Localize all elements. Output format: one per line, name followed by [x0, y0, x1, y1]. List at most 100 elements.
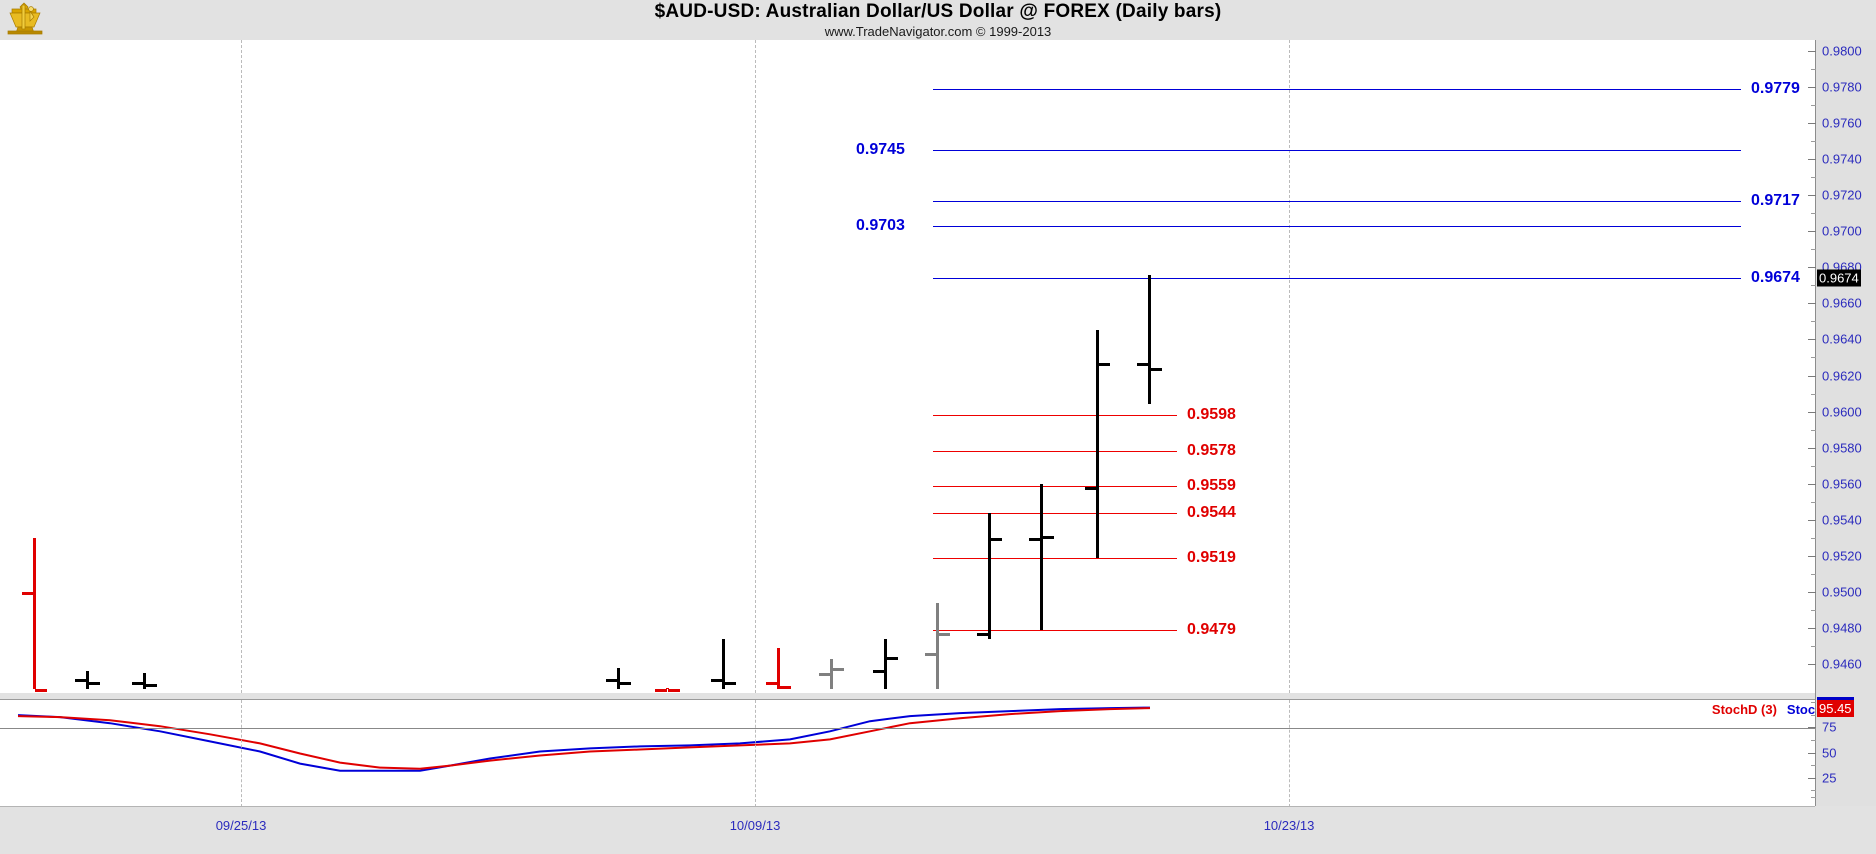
price-axis-tick [1808, 375, 1816, 377]
price-axis-tick [1808, 303, 1816, 305]
price-axis-tick [1808, 519, 1816, 521]
chart-subtitle: www.TradeNavigator.com © 1999-2013 [824, 24, 1052, 39]
support-line[interactable] [933, 629, 1177, 631]
stochastic-axis-label: 75 [1822, 719, 1837, 735]
ohlc-close-tick [668, 689, 680, 693]
grid-line-vertical [241, 40, 242, 693]
price-axis-minor-tick [1811, 141, 1816, 143]
value-axis[interactable]: 0.9800 0.9780 0.9760 0.9740 0.9720 0.9700 0.96… [1808, 40, 1876, 806]
resistance-level-label: 0.9674 [1751, 269, 1800, 287]
ohlc-close-tick [619, 682, 631, 686]
ohlc-high-low [33, 537, 36, 690]
ohlc-open-tick [1085, 487, 1097, 491]
resistance-line[interactable] [933, 88, 1741, 90]
support-level-label: 0.9544 [1187, 503, 1236, 521]
stochastic-axis-minor-tick [1811, 702, 1816, 703]
price-axis-minor-tick [1811, 465, 1816, 467]
ohlc-high-low [830, 658, 833, 690]
ohlc-open-tick [925, 653, 937, 657]
stochastic-axis-label: 50 [1822, 745, 1837, 760]
grid-line-vertical [241, 700, 242, 807]
stochastic-axis-label: 25 [1822, 770, 1837, 786]
price-axis-tick [1808, 159, 1816, 161]
stochastic-axis-tick [1808, 752, 1816, 754]
price-axis-label: 0.9640 [1822, 331, 1862, 347]
date-axis[interactable] [0, 806, 1876, 854]
ohlc-close-tick [145, 683, 157, 687]
stochastic-level-line [0, 728, 1815, 729]
date-axis-label: 10/23/13 [1263, 818, 1315, 833]
current-price-badge: 0.9674 [1817, 269, 1861, 287]
chart-header: $AUD-USD: Australian Dollar/US Dollar @ … [0, 0, 1876, 40]
ohlc-close-tick [832, 667, 844, 671]
ohlc-open-tick [75, 678, 87, 682]
support-level-label: 0.9578 [1187, 442, 1236, 460]
price-axis-label: 0.9460 [1822, 656, 1862, 672]
ohlc-close-tick [990, 537, 1002, 541]
ohlc-open-tick [606, 678, 618, 682]
price-axis-minor-tick [1811, 501, 1816, 503]
price-axis-tick [1808, 50, 1816, 52]
price-axis-label: 0.9500 [1822, 584, 1862, 600]
price-axis-tick [1808, 664, 1816, 666]
support-line[interactable] [933, 557, 1177, 559]
ohlc-open-tick [873, 669, 885, 673]
price-axis-tick [1808, 86, 1816, 88]
price-axis-tick [1808, 591, 1816, 593]
price-axis-label: 0.9560 [1822, 476, 1862, 492]
price-axis-tick [1808, 267, 1816, 269]
support-line[interactable] [933, 512, 1177, 514]
price-axis-label: 0.9760 [1822, 115, 1862, 131]
price-axis-tick [1808, 447, 1816, 449]
price-axis-tick [1808, 122, 1816, 124]
ohlc-close-tick [88, 682, 100, 686]
ohlc-open-tick [1137, 362, 1149, 366]
ohlc-open-tick [977, 633, 989, 637]
grid-line-vertical [755, 40, 756, 693]
support-line[interactable] [933, 451, 1177, 453]
stochastic-axis-minor-tick [1811, 796, 1816, 798]
date-axis-line [0, 806, 1815, 807]
ohlc-high-low [777, 647, 780, 690]
price-axis-tick [1808, 411, 1816, 413]
stoch-d-curve [17, 707, 1151, 770]
ohlc-close-tick [886, 656, 898, 660]
price-axis-minor-tick [1811, 537, 1816, 539]
price-axis-minor-tick [1811, 646, 1816, 648]
price-axis-tick [1808, 628, 1816, 630]
ohlc-open-tick [1029, 537, 1041, 541]
grid-line-vertical [1289, 700, 1290, 807]
ohlc-high-low [1096, 330, 1099, 558]
resistance-line[interactable] [933, 200, 1741, 202]
stochastic-axis-minor-tick [1811, 739, 1816, 741]
support-line[interactable] [933, 415, 1177, 417]
ohlc-high-low [884, 638, 887, 690]
ohlc-close-tick [1098, 362, 1110, 366]
page-title: $AUD-USD: Australian Dollar/US Dollar @ … [654, 1, 1222, 22]
stochastic-axis-minor-tick [1811, 714, 1816, 716]
resistance-line[interactable] [933, 278, 1741, 280]
stoch-k-curve [17, 706, 1151, 772]
ohlc-close-tick [1150, 368, 1162, 372]
price-axis-minor-tick [1811, 213, 1816, 215]
resistance-line[interactable] [933, 150, 1741, 152]
resistance-level-label: 0.9745 [856, 141, 905, 159]
price-axis-minor-tick [1811, 573, 1816, 575]
stochastic-axis-minor-tick [1811, 765, 1816, 767]
price-axis-minor-tick [1811, 285, 1816, 287]
price-pane[interactable]: 0.9779 0.9745 0.9717 0.9703 0.9674 0.9598 0.95… [0, 40, 1815, 728]
price-axis-tick [1808, 483, 1816, 485]
stochastic-pane[interactable] [0, 699, 1815, 807]
ohlc-open-tick [819, 673, 831, 677]
resistance-level-label: 0.9779 [1751, 79, 1800, 97]
support-level-label: 0.9479 [1187, 620, 1236, 638]
price-axis-label: 0.9520 [1822, 548, 1862, 564]
grid-line-vertical [755, 700, 756, 807]
price-axis-label: 0.9740 [1822, 151, 1862, 167]
pane-divider [0, 693, 1815, 699]
ohlc-open-tick [766, 682, 778, 686]
support-line[interactable] [933, 485, 1177, 487]
price-axis-minor-tick [1811, 429, 1816, 431]
resistance-line[interactable] [933, 225, 1741, 227]
